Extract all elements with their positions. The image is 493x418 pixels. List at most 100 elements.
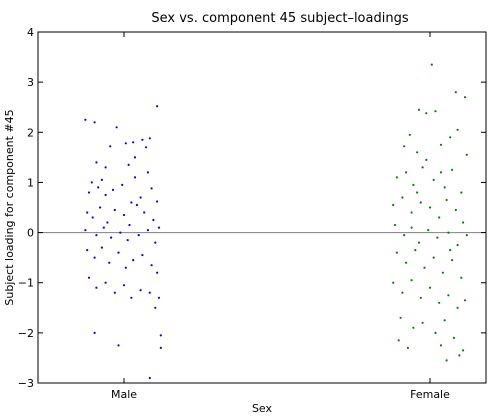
data-point-female (432, 178, 435, 181)
data-point-female (460, 276, 463, 279)
data-point-male (95, 286, 98, 289)
data-point-male (86, 211, 89, 214)
data-point-female (441, 271, 444, 274)
data-point-female (449, 249, 452, 252)
y-tick-label: 0 (27, 227, 34, 240)
data-point-female (401, 196, 404, 199)
data-point-male (159, 334, 162, 337)
data-point-female (392, 203, 395, 207)
y-tick-label: −1 (18, 277, 34, 290)
data-point-male (159, 346, 162, 349)
data-point-female (432, 256, 435, 259)
chart-title: Sex vs. component 45 subject–loadings (151, 11, 408, 26)
data-point-female (460, 191, 463, 194)
data-point-female (428, 206, 432, 209)
data-point-male (157, 296, 161, 299)
data-point-female (465, 234, 468, 237)
data-point-female (458, 354, 461, 357)
data-point-male (148, 376, 151, 380)
data-point-male (100, 178, 103, 181)
data-point-female (439, 171, 443, 174)
data-point-female (395, 176, 398, 179)
data-point-male (93, 121, 96, 124)
data-point-male (102, 226, 105, 229)
data-point-male (84, 118, 87, 121)
data-point-male (156, 271, 159, 274)
data-point-male (143, 211, 146, 214)
data-point-male (119, 231, 122, 234)
data-point-male (108, 261, 111, 264)
data-point-female (408, 133, 411, 136)
data-point-male (141, 254, 144, 257)
data-point-female (427, 229, 430, 232)
data-point-male (104, 166, 107, 169)
data-point-female (439, 344, 443, 347)
data-point-male (106, 221, 109, 224)
data-point-male (95, 161, 98, 164)
data-point-male (157, 226, 161, 229)
data-point-male (104, 193, 107, 197)
data-point-female (399, 316, 402, 319)
data-point-female (423, 266, 426, 269)
data-point-male (130, 201, 133, 204)
x-tick-label-male: Male (111, 388, 137, 401)
data-point-female (406, 346, 409, 349)
data-point-male (117, 251, 120, 254)
data-point-male (109, 145, 112, 148)
data-point-female (456, 244, 459, 247)
data-point-male (146, 229, 149, 232)
data-point-male (133, 176, 137, 179)
data-point-female (421, 321, 424, 324)
data-point-male (97, 186, 100, 189)
data-point-male (132, 259, 135, 262)
data-point-female (412, 183, 415, 186)
y-tick-label: 2 (27, 126, 34, 139)
data-point-male (141, 138, 144, 141)
plot-area-frame (37, 31, 487, 384)
y-tick-label: −3 (18, 377, 34, 390)
data-point-male (154, 306, 157, 309)
data-point-female (410, 279, 413, 282)
data-point-female (410, 226, 413, 229)
data-point-male (154, 241, 157, 244)
data-point-male (95, 234, 98, 237)
data-point-female (425, 158, 428, 161)
data-point-male (122, 284, 126, 287)
data-point-female (419, 296, 422, 299)
data-point-male (104, 281, 107, 284)
data-point-female (425, 112, 428, 115)
data-point-female (436, 236, 439, 239)
data-point-female (449, 136, 452, 139)
data-point-male (139, 289, 142, 292)
data-point-female (451, 168, 454, 171)
data-point-male (137, 234, 140, 237)
data-point-female (393, 223, 397, 227)
data-point-male (126, 239, 129, 242)
data-point-male (132, 141, 135, 144)
data-point-female (445, 359, 448, 362)
data-point-female (434, 331, 437, 334)
data-point-female (403, 234, 406, 237)
data-point-male (87, 276, 91, 279)
data-point-male (133, 156, 137, 159)
y-tick-label: 4 (27, 26, 34, 39)
data-point-female (463, 96, 467, 99)
data-point-male (115, 126, 118, 129)
data-point-male (84, 229, 87, 232)
data-point-female (416, 151, 419, 154)
data-point-female (430, 63, 433, 66)
data-point-female (395, 251, 398, 254)
data-point-male (135, 203, 138, 207)
data-point-male (86, 249, 89, 252)
data-point-male (145, 146, 148, 149)
data-point-female (428, 286, 432, 289)
data-point-female (462, 349, 465, 352)
data-point-male (113, 291, 116, 294)
data-point-female (452, 336, 455, 339)
data-point-male (90, 181, 93, 184)
data-point-male (91, 216, 94, 219)
data-point-female (454, 208, 457, 212)
data-point-female (456, 306, 459, 309)
data-point-male (128, 223, 131, 227)
